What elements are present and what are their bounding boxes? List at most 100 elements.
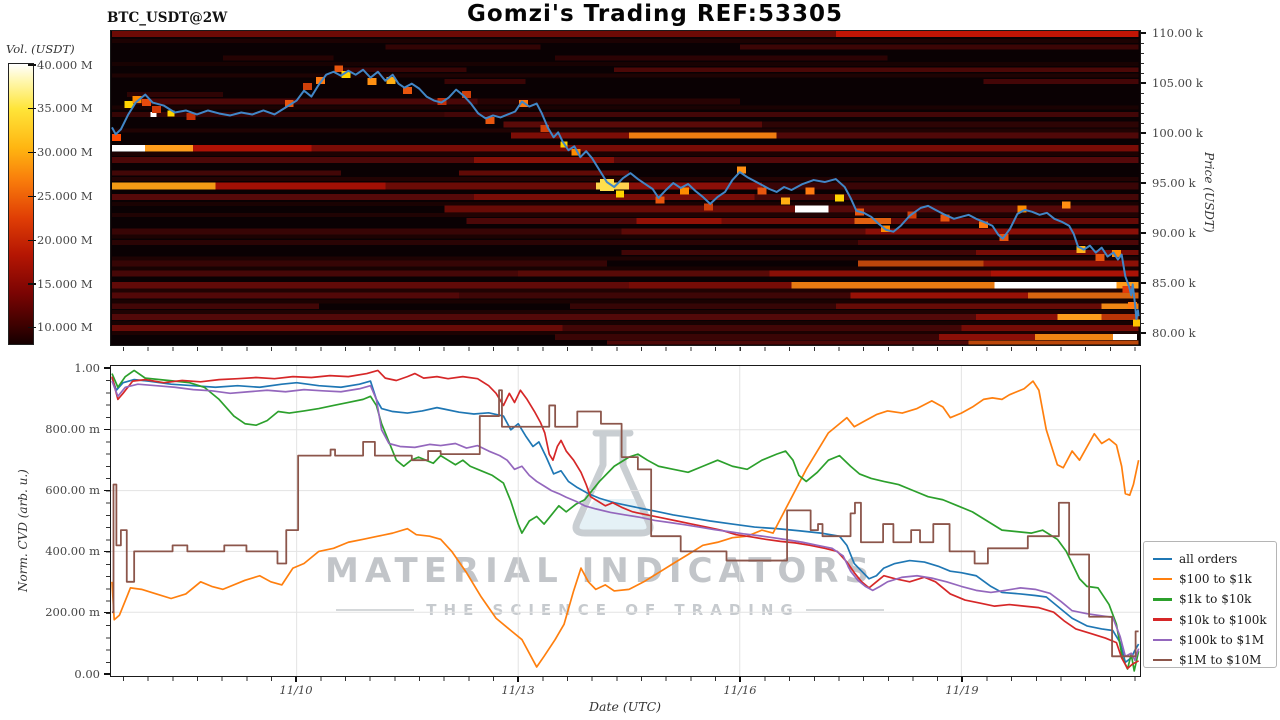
heatmap-row-segment <box>111 325 563 332</box>
price-tick-label: 85.00 k <box>1152 275 1196 290</box>
heatmap-row-segment <box>444 79 526 85</box>
heatmap-row-segment <box>983 260 1139 267</box>
heatmap-row-segment <box>606 340 969 345</box>
heatmap-row-segment <box>459 292 851 299</box>
cvd-series-line <box>111 389 1139 658</box>
heatmap-row-segment <box>111 292 460 299</box>
cvd-tick-label: 200.00 m <box>45 605 100 620</box>
heatmap-hotspot <box>284 100 294 108</box>
price-tick-mark <box>1141 282 1146 284</box>
cvd-tick-mark <box>104 612 110 614</box>
heatmap-hotspot <box>167 110 175 117</box>
heatmap-hotspot <box>1076 246 1086 254</box>
cvd-axis-minor-ticks <box>106 368 110 675</box>
heatmap-hotspot <box>1133 319 1140 327</box>
legend-item-label: $1k to $10k <box>1179 592 1252 607</box>
heatmap-row-segment <box>1057 314 1102 321</box>
legend-swatch-line <box>1153 578 1172 581</box>
heatmap-row-segment <box>145 144 194 152</box>
cvd-tick-mark <box>104 551 110 553</box>
heatmap-hotspot <box>616 190 625 198</box>
cvd-tick-label: 600.00 m <box>45 482 100 497</box>
heatmap-hotspot <box>462 91 472 99</box>
heatmap-row-segment <box>555 55 888 61</box>
heatmap-hotspot <box>367 78 377 86</box>
heatmap-hotspot <box>781 197 791 205</box>
heatmap-row-segment <box>111 270 519 277</box>
price-tick-mark <box>1141 132 1146 134</box>
heatmap-row-segment <box>111 260 607 267</box>
heatmap-hotspot <box>386 77 396 85</box>
heatmap-row-segment <box>721 217 855 224</box>
heatmap-hotspot <box>940 214 950 222</box>
heatmap-row-segment <box>193 144 312 152</box>
heatmap-hotspot <box>151 106 161 113</box>
heatmap-row-segment <box>555 334 940 341</box>
heatmap-row-segment <box>111 144 146 152</box>
heatmap-row-segment <box>111 157 474 164</box>
heatmap-row-segment <box>518 270 770 277</box>
cvd-tick-label: 1.00 <box>74 360 100 375</box>
heatmap-hotspot <box>341 71 351 79</box>
date-tick-label: 11/16 <box>723 683 757 697</box>
heatmap-row-segment <box>444 111 1139 117</box>
heatmap-hotspot <box>315 77 325 85</box>
heatmap-row-segment <box>111 73 1139 78</box>
heatmap-row-segment <box>111 177 1139 182</box>
heatmap-row-segment <box>636 217 722 224</box>
heatmap-hotspot <box>111 133 121 141</box>
legend-item: $1M to $10M <box>1153 650 1276 670</box>
heatmap-row-segment <box>385 44 541 50</box>
date-axis-minor-ticks <box>111 677 1140 681</box>
legend-swatch-line <box>1153 638 1172 642</box>
heatmap-row-segment <box>111 212 1139 217</box>
colorbar-tick-label: 15.000 M <box>37 276 93 291</box>
price-tick-mark <box>1141 332 1146 334</box>
heatmap-row-segment <box>968 340 1139 345</box>
heatmap-row-segment <box>854 217 892 224</box>
heatmap-row-segment <box>761 121 1139 128</box>
heatmap-row-segment <box>385 182 596 190</box>
price-heatmap-canvas <box>111 31 1140 345</box>
heatmap-row-segment <box>134 98 478 105</box>
heatmap-row-segment <box>111 152 1139 157</box>
colorbar-tick-mark <box>28 64 36 66</box>
heatmap-hotspot <box>571 148 581 156</box>
colorbar-tick-mark <box>28 108 36 110</box>
cvd-tick-mark <box>104 428 110 430</box>
legend-item: $100 to $1k <box>1153 569 1276 589</box>
heatmap-row-segment <box>776 132 1139 139</box>
legend-swatch-line <box>1153 658 1172 662</box>
symbol-label: BTC_USDT@2W <box>107 10 228 26</box>
heatmap-row-segment <box>994 281 1117 289</box>
heatmap-hotspot <box>150 111 157 117</box>
legend-item-label: $100 to $1k <box>1179 572 1252 587</box>
heatmap-row-segment <box>111 61 1139 66</box>
cvd-tick-mark <box>104 489 110 491</box>
date-tick-label: 11/10 <box>279 683 313 697</box>
colorbar-tick-label: 30.000 M <box>37 145 93 160</box>
date-tick-mark <box>739 677 741 682</box>
heatmap-hotspot <box>485 116 495 124</box>
colorbar-tick-label: 35.000 M <box>37 101 93 116</box>
heatmap-hotspot <box>679 187 689 195</box>
heatmap-row-segment <box>795 205 829 213</box>
heatmap-row-segment <box>459 170 629 176</box>
heatmap-row-segment <box>111 256 1139 261</box>
heatmap-hotspot <box>757 187 767 195</box>
legend-item: all orders <box>1153 549 1276 569</box>
heatmap-hotspot <box>303 83 313 91</box>
date-tick-mark <box>961 677 963 682</box>
price-tick-mark <box>1141 82 1146 84</box>
heatmap-row-segment <box>828 205 1139 213</box>
heatmap-hotspot <box>736 166 746 174</box>
heatmap-hotspot <box>979 221 988 229</box>
heatmap-row-segment <box>850 292 1028 299</box>
colorbar-tick-mark <box>28 239 36 241</box>
legend-item-label: $100k to $1M <box>1179 632 1265 647</box>
heatmap-row-segment <box>510 132 629 139</box>
legend-swatch-line <box>1153 598 1172 601</box>
heatmap-row-segment <box>111 303 319 310</box>
colorbar-tick-label: 40.000 M <box>37 57 93 72</box>
date-axis-title: Date (UTC) <box>588 699 662 714</box>
